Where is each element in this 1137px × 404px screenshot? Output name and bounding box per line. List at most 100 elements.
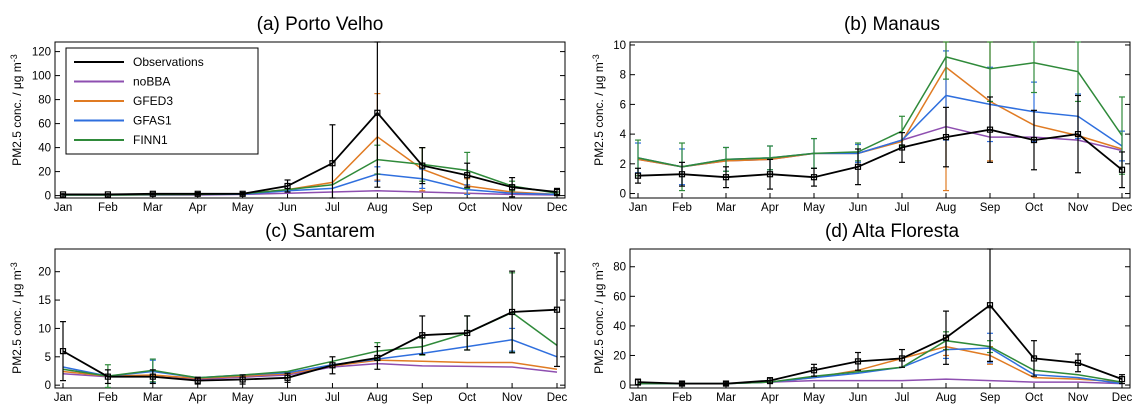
- observation-marker: [419, 332, 426, 339]
- x-tick-label: Oct: [1025, 202, 1044, 214]
- x-tick-label: May: [232, 202, 254, 214]
- y-tick-label: 6: [620, 99, 626, 111]
- x-tick-label: Mar: [143, 202, 163, 214]
- y-axis-label: PM2.5 conc. / μg m-3: [9, 262, 24, 374]
- legend-label: noBBA: [133, 75, 170, 89]
- x-tick-label: Nov: [1068, 392, 1089, 404]
- x-tick-label: Feb: [98, 202, 118, 214]
- observation-marker: [986, 302, 994, 309]
- observation-marker: [634, 172, 642, 179]
- x-tick-label: May: [803, 392, 825, 404]
- observation-marker: [374, 354, 381, 362]
- x-tick-label: Apr: [189, 202, 207, 214]
- x-tick-label: Sep: [412, 392, 432, 404]
- y-tick-label: 20: [38, 267, 51, 279]
- x-tick-label: Jun: [278, 392, 297, 404]
- observation-marker: [898, 144, 906, 151]
- observation-marker: [464, 329, 471, 337]
- observation-marker: [1030, 355, 1038, 362]
- x-tick-label: Jan: [54, 392, 73, 404]
- x-tick-label: Nov: [502, 392, 523, 404]
- y-axis-label: PM2.5 conc. / μg m-3: [591, 54, 606, 166]
- x-tick-label: Jun: [849, 392, 868, 404]
- observation-marker: [766, 377, 774, 384]
- observation-marker: [1030, 136, 1038, 144]
- observation-marker: [284, 374, 291, 381]
- observation-marker: [59, 348, 67, 355]
- observation-marker: [678, 380, 686, 387]
- observation-marker: [149, 190, 156, 197]
- observation-marker: [104, 191, 112, 198]
- x-tick-label: May: [803, 202, 825, 214]
- observation-marker: [1118, 376, 1126, 383]
- observation-marker: [329, 362, 336, 369]
- series-line-observations: [62, 308, 558, 382]
- legend: Observations noBBA GFED3 GFAS1 FINN1: [65, 47, 259, 155]
- legend-label: FINN1: [133, 133, 168, 147]
- y-axis-label: PM2.5 conc. / μg m-3: [591, 262, 606, 374]
- y-tick-label: 4: [620, 129, 627, 141]
- observation-marker: [59, 191, 67, 198]
- observation-marker: [553, 306, 561, 313]
- observation-marker: [942, 133, 950, 141]
- y-tick-label: 80: [613, 262, 626, 274]
- x-tick-label: Jan: [629, 202, 648, 214]
- x-tick-label: Jan: [629, 392, 648, 404]
- y-tick-label: 0: [45, 191, 51, 203]
- y-tick-label: 20: [613, 350, 626, 362]
- y-tick-label: 60: [38, 119, 51, 131]
- observation-marker: [986, 126, 994, 133]
- x-tick-label: Dec: [1112, 202, 1133, 214]
- plot-frame: [629, 41, 1131, 199]
- x-tick-label: Dec: [1112, 392, 1133, 404]
- x-tick-label: May: [232, 392, 254, 404]
- series-line-gfed3: [62, 359, 558, 380]
- series-line-gfas1: [637, 94, 1123, 168]
- legend-label: Observations: [133, 55, 204, 69]
- x-tick-label: Oct: [1025, 392, 1044, 404]
- x-tick-label: Oct: [458, 392, 477, 404]
- panel-alta-floresta: (d) Alta Floresta PM2.5 conc. / μg m-3 0…: [591, 221, 1132, 404]
- x-tick-label: Aug: [936, 202, 956, 214]
- observation-marker: [766, 171, 774, 178]
- observation-marker: [1074, 131, 1082, 138]
- x-tick-label: Jul: [325, 392, 340, 404]
- observation-marker: [284, 182, 291, 190]
- x-tick-label: Sep: [412, 202, 432, 214]
- observation-marker: [374, 109, 381, 116]
- y-tick-label: 15: [38, 295, 51, 307]
- observation-marker: [194, 377, 201, 384]
- y-tick-label: 0: [620, 380, 626, 392]
- observation-marker: [722, 174, 730, 181]
- plot-frame: [54, 41, 566, 199]
- observation-marker: [329, 160, 336, 167]
- x-tick-label: Mar: [143, 392, 163, 404]
- y-tick-label: 10: [38, 323, 51, 335]
- x-tick-label: Feb: [672, 202, 692, 214]
- y-tick-label: 5: [45, 352, 51, 364]
- y-tick-label: 2: [620, 159, 626, 171]
- panel-title: (a) Porto Velho: [257, 14, 384, 35]
- observation-marker: [854, 163, 862, 170]
- observation-marker: [464, 172, 471, 179]
- panel-title: (b) Manaus: [844, 14, 940, 35]
- x-tick-label: Sep: [980, 202, 1000, 214]
- x-tick-label: Aug: [367, 202, 387, 214]
- panel-title: (c) Santarem: [265, 221, 375, 242]
- x-tick-label: Jun: [278, 202, 297, 214]
- observation-marker: [194, 190, 201, 197]
- panel-title: (d) Alta Floresta: [825, 221, 960, 242]
- observation-marker: [1118, 166, 1126, 173]
- observation-marker: [678, 171, 686, 178]
- y-tick-label: 0: [620, 189, 626, 201]
- series-line-gfed3: [638, 345, 1123, 385]
- x-tick-label: Jul: [325, 202, 340, 214]
- x-tick-label: Jul: [895, 392, 910, 404]
- observation-marker: [942, 334, 950, 341]
- panel-manaus: (b) Manaus PM2.5 conc. / μg m-3 0 2 4 6 8 10 J…: [591, 14, 1132, 214]
- x-tick-label: Feb: [672, 392, 692, 404]
- y-tick-label: 0: [45, 380, 51, 392]
- y-tick-label: 60: [613, 291, 626, 303]
- y-tick-label: 120: [32, 47, 51, 59]
